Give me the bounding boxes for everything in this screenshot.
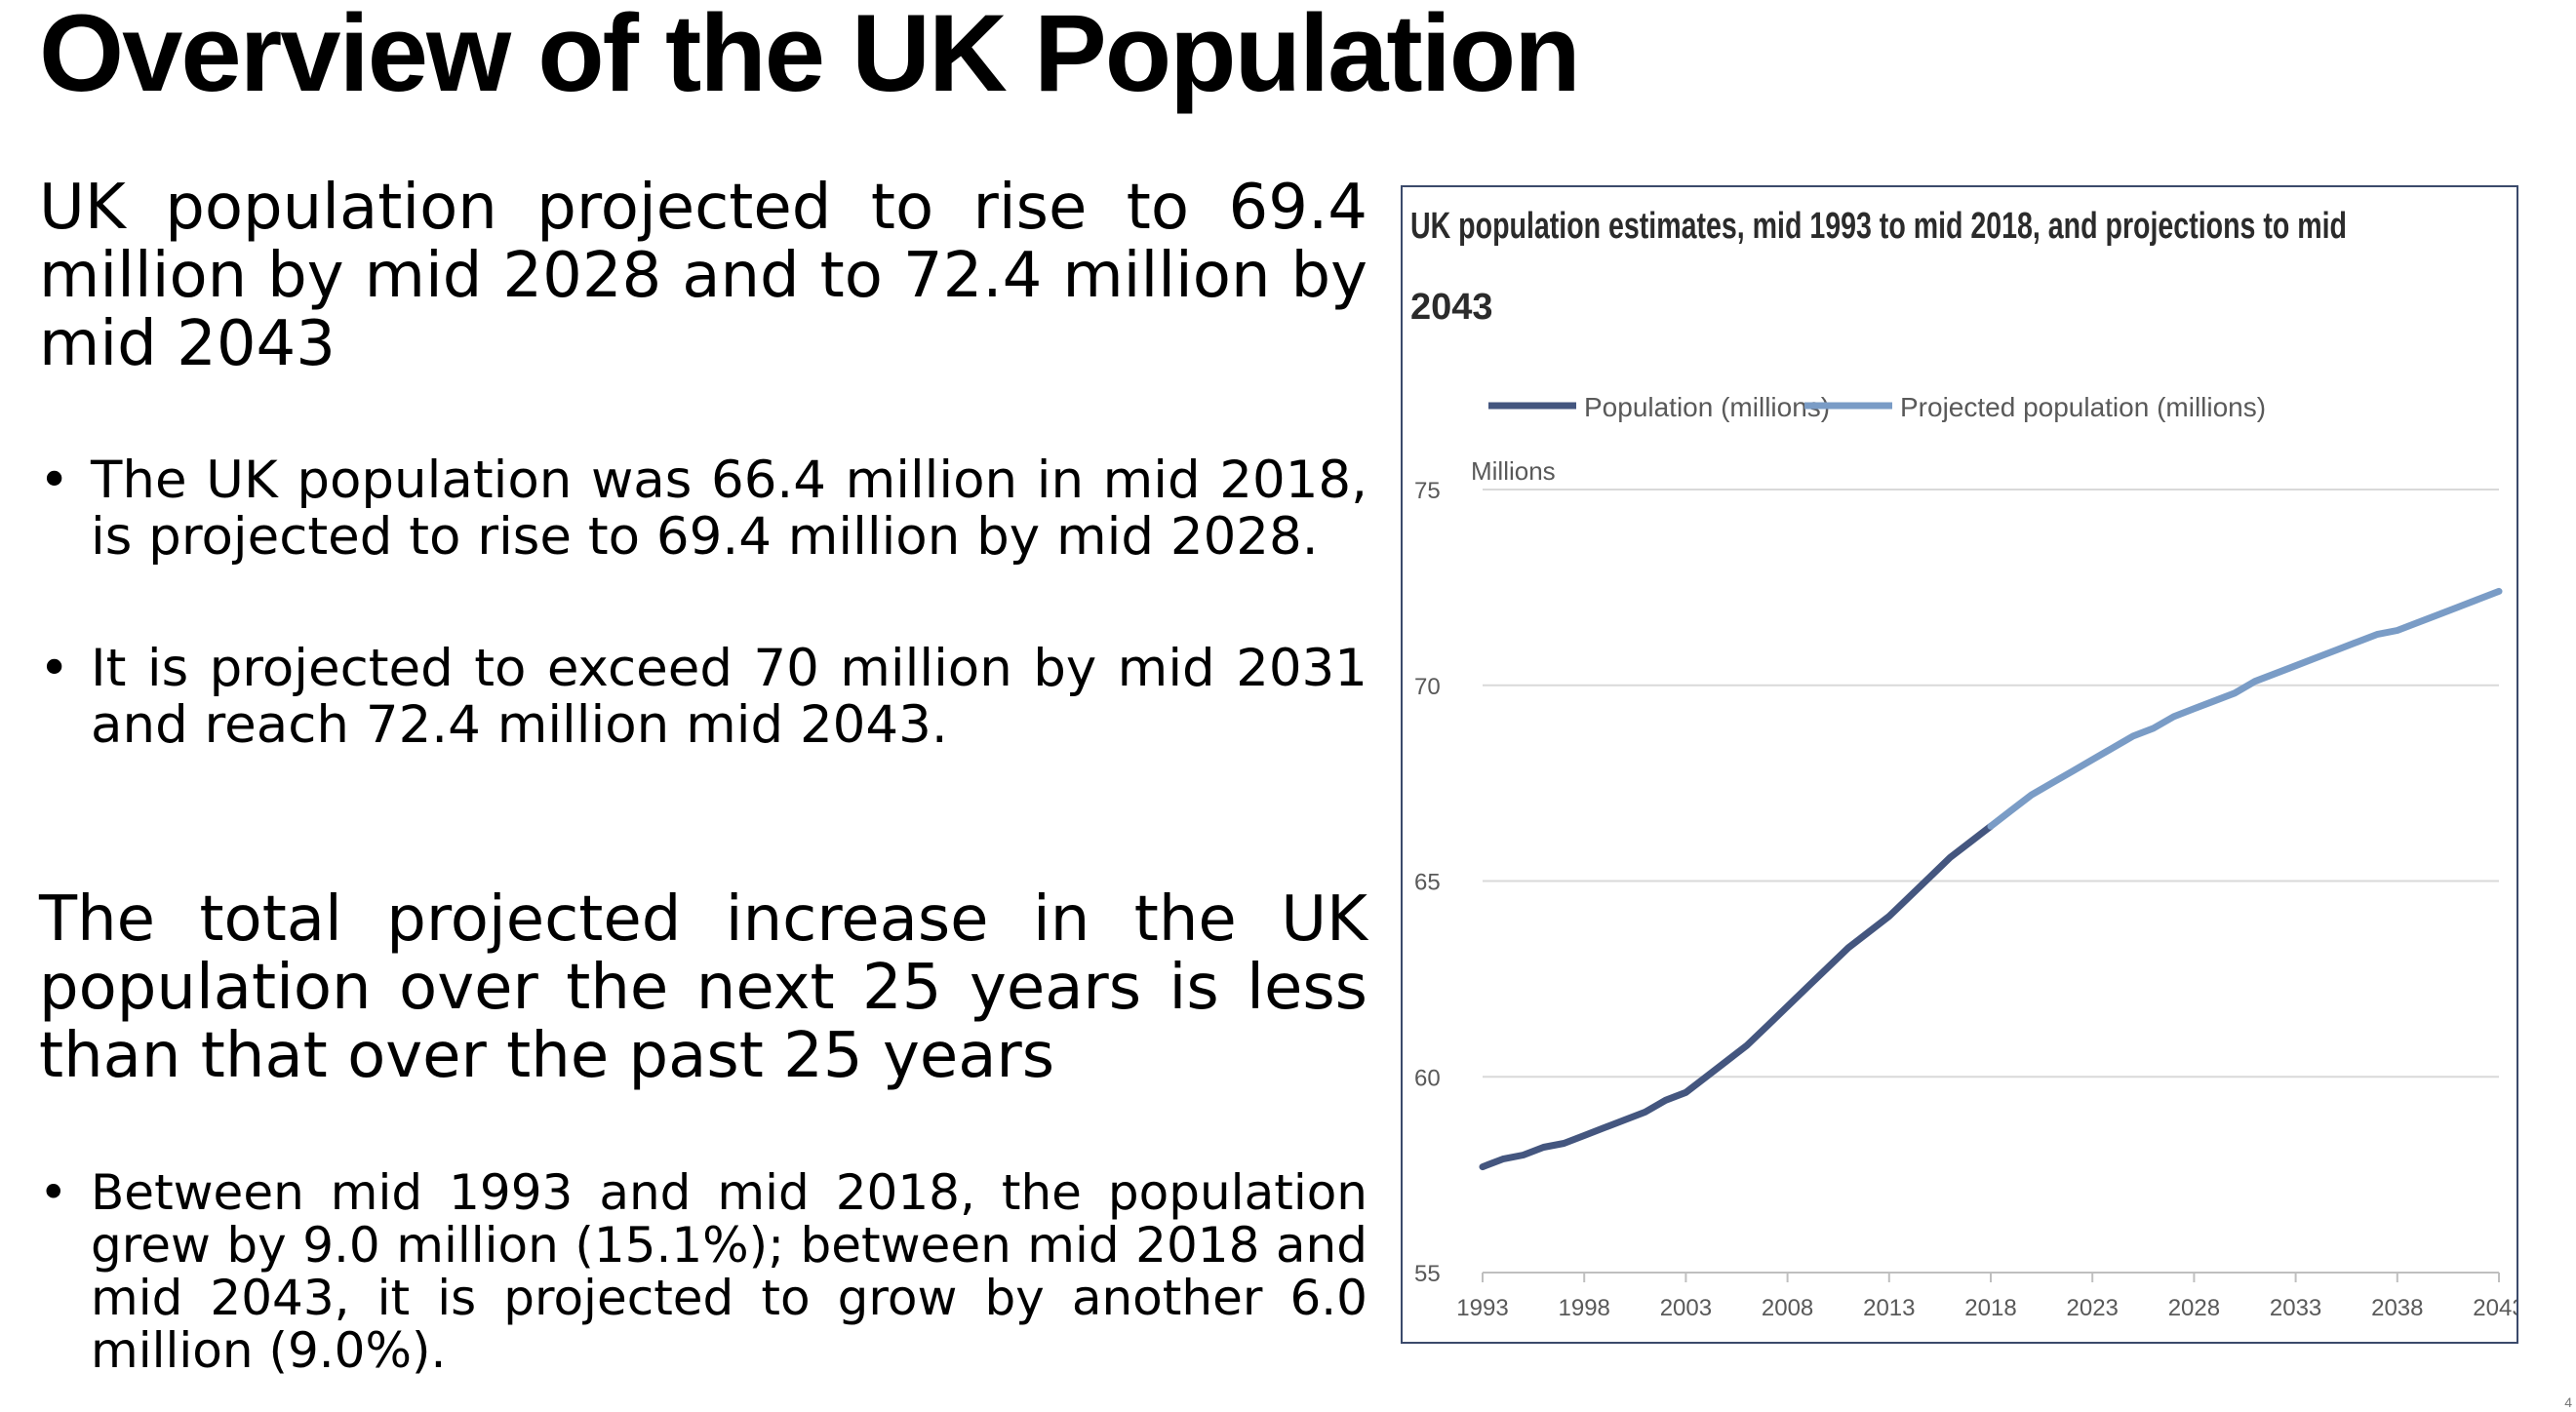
y-axis-ticks: 55 60 65 70 75 — [1414, 478, 1441, 1287]
x-tick-label: 2013 — [1863, 1295, 1915, 1321]
bullet-growth-comparison-text: Between mid 1993 and mid 2018, the popul… — [39, 1166, 1367, 1377]
y-tick-label: 55 — [1414, 1261, 1441, 1287]
x-tick-label: 2023 — [2067, 1295, 2119, 1321]
x-tick-label: 2003 — [1660, 1295, 1712, 1321]
slide-title: Overview of the UK Population — [39, 0, 1581, 114]
series-line-projected — [1987, 587, 2503, 830]
x-tick-label: 1993 — [1456, 1295, 1508, 1321]
legend-label-population: Population (millions) — [1584, 392, 1830, 422]
x-axis-ticks: 1993 1998 2003 2008 2013 2018 2023 2028 2033 2038… — [1456, 1273, 2517, 1321]
chart-title-line1: UK population estimates, mid 1993 to mid… — [1410, 206, 2347, 247]
series-line-population — [1479, 822, 1995, 1171]
bullet-70-million-text: It is projected to exceed 70 million by … — [39, 641, 1367, 754]
heading-projection: UK population projected to rise to 69.4 … — [39, 174, 1367, 378]
chart-grid — [1483, 489, 2499, 1274]
y-axis-unit-label: Millions — [1471, 456, 1556, 486]
population-chart: UK population estimates, mid 1993 to mid… — [1401, 185, 2518, 1344]
x-tick-label: 2033 — [2270, 1295, 2321, 1321]
y-tick-label: 65 — [1414, 870, 1441, 896]
page-number: 4 — [2564, 1394, 2572, 1410]
x-tick-label: 1998 — [1559, 1295, 1610, 1321]
x-tick-label: 2008 — [1762, 1295, 1813, 1321]
bullet-2018-population-text: The UK population was 66.4 million in mi… — [39, 452, 1367, 566]
y-tick-label: 75 — [1414, 478, 1441, 504]
x-tick-label: 2038 — [2371, 1295, 2423, 1321]
legend-label-projected: Projected population (millions) — [1900, 392, 2266, 422]
x-tick-label: 2043 — [2473, 1295, 2517, 1321]
y-tick-label: 60 — [1414, 1065, 1441, 1091]
chart-legend: Population (millions) Projected populati… — [1488, 392, 2266, 422]
x-tick-label: 2018 — [1964, 1295, 2016, 1321]
y-tick-label: 70 — [1414, 674, 1441, 700]
bullet-70-million: It is projected to exceed 70 million by … — [39, 641, 1367, 754]
heading-projection-text: UK population projected to rise to 69.4 … — [39, 172, 1367, 380]
x-tick-label: 2028 — [2168, 1295, 2220, 1321]
heading-increase: The total projected increase in the UK p… — [39, 885, 1367, 1090]
heading-increase-text: The total projected increase in the UK p… — [39, 883, 1367, 1092]
population-chart-svg: UK population estimates, mid 1993 to mid… — [1410, 206, 2517, 1321]
bullet-2018-population: The UK population was 66.4 million in mi… — [39, 452, 1367, 566]
chart-title-line2: 2043 — [1410, 287, 1493, 328]
chart-series — [1479, 587, 2503, 1171]
bullet-growth-comparison: Between mid 1993 and mid 2018, the popul… — [39, 1166, 1367, 1377]
